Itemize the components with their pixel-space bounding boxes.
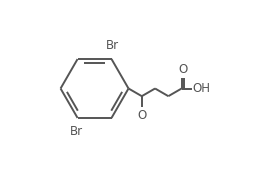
Text: O: O — [137, 109, 147, 122]
Text: OH: OH — [192, 82, 210, 95]
Text: O: O — [178, 63, 187, 76]
Text: Br: Br — [70, 125, 83, 138]
Text: Br: Br — [106, 39, 119, 52]
